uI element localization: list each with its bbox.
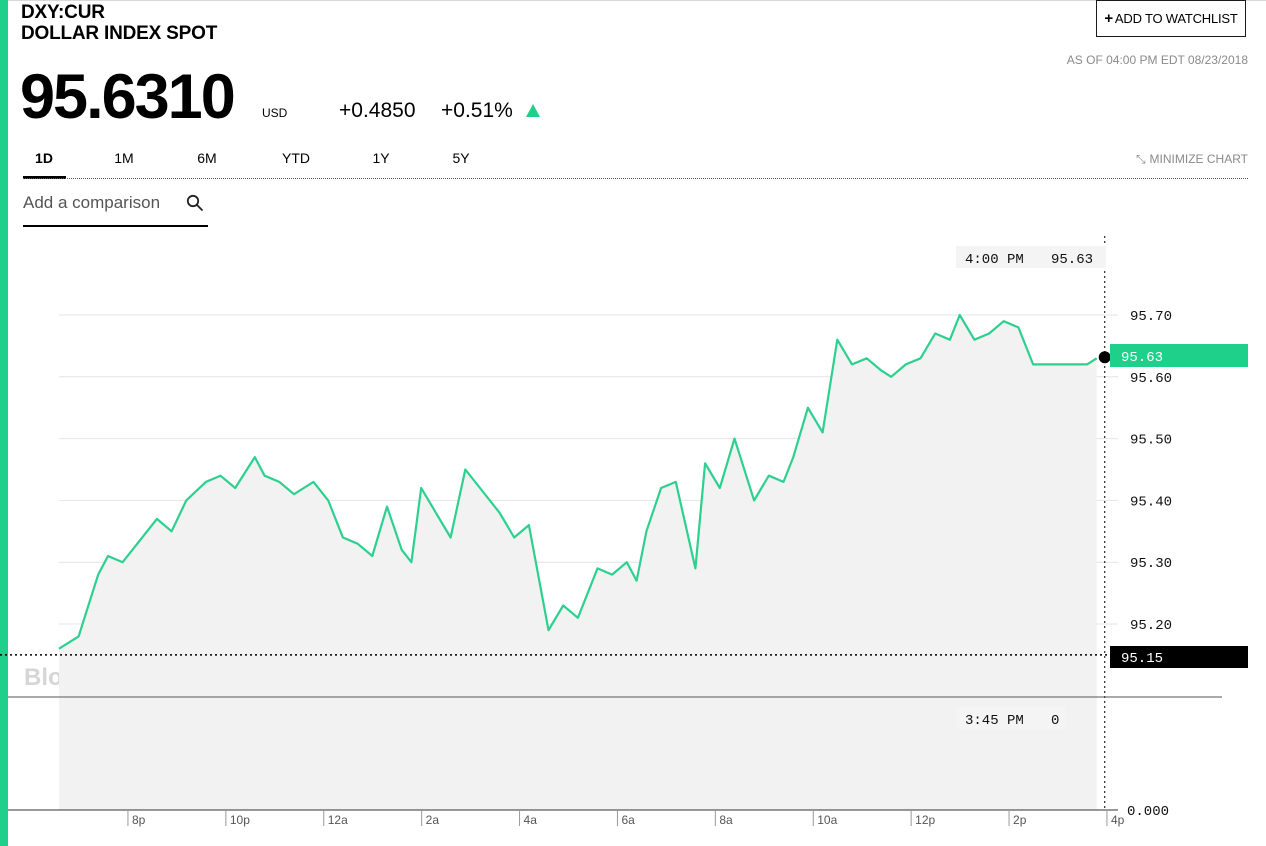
volume-axis-label: 0.000 (1127, 804, 1169, 820)
y-axis-labels: 95.70 95.60 95.50 95.40 95.30 95.20 (1130, 309, 1172, 634)
up-triangle-icon (526, 104, 540, 117)
y-tick-label: 95.20 (1130, 618, 1172, 634)
reference-price-label: 95.15 (1110, 646, 1248, 668)
tooltip-value: 95.63 (1051, 252, 1093, 268)
y-tick-label: 95.70 (1130, 309, 1172, 325)
tab-1d[interactable]: 1D (35, 150, 53, 166)
x-tick-label: 10a (817, 813, 837, 827)
tab-6m[interactable]: 6M (197, 150, 217, 166)
watchlist-label: ADD TO WATCHLIST (1114, 11, 1238, 26)
volume-tooltip: 3:45 PM 0 (956, 707, 1066, 729)
price-area-fill (59, 315, 1097, 810)
x-tick-label: 6a (621, 813, 635, 827)
x-tick-label: 4a (524, 813, 538, 827)
last-point-marker (1098, 351, 1111, 364)
add-to-watchlist-button[interactable]: + ADD TO WATCHLIST (1096, 0, 1246, 37)
as-of-timestamp: AS OF 04:00 PM EDT 08/23/2018 (1066, 53, 1248, 67)
y-tick-label: 95.40 (1130, 494, 1172, 510)
price-change-percent: +0.51% (441, 99, 513, 122)
active-tab-indicator (23, 176, 66, 179)
security-name: DOLLAR INDEX SPOT (21, 23, 218, 44)
x-tick-label: 2p (1013, 813, 1027, 827)
hover-tooltip: 4:00 PM 95.63 (956, 246, 1106, 268)
tab-5y[interactable]: 5Y (452, 150, 470, 166)
search-icon[interactable] (186, 194, 204, 212)
comparison-box (23, 185, 208, 227)
minimize-chart-button[interactable]: ⤡ MINIMIZE CHART (1136, 152, 1248, 167)
y-tick-label: 95.60 (1130, 371, 1172, 387)
tabs-divider (23, 178, 1248, 179)
comparison-input[interactable] (23, 191, 173, 215)
last-price: 95.6310 (20, 62, 236, 132)
minimize-label: MINIMIZE CHART (1149, 152, 1248, 166)
price-chart[interactable]: BloombergMarkets 95.7095.6095.5095.4095.… (0, 228, 1266, 846)
tab-1m[interactable]: 1M (114, 150, 134, 166)
current-price-value: 95.63 (1121, 350, 1163, 366)
ticker-symbol: DXY:CUR (21, 2, 105, 23)
reference-price-value: 95.15 (1121, 651, 1163, 667)
plus-icon: + (1104, 10, 1113, 27)
tab-ytd[interactable]: YTD (282, 150, 310, 166)
x-tick-label: 12p (915, 813, 935, 827)
top-rule (8, 0, 1266, 1)
tooltip-time: 4:00 PM (965, 252, 1024, 268)
x-tick-label: 12a (328, 813, 348, 827)
accent-bar (0, 0, 8, 846)
currency-label: USD (262, 106, 288, 120)
volume-tooltip-time: 3:45 PM (965, 713, 1024, 729)
tab-1y[interactable]: 1Y (372, 150, 390, 166)
minimize-arrows-icon: ⤡ (1135, 152, 1146, 166)
y-tick-label: 95.30 (1130, 556, 1172, 572)
current-price-label: 95.63 (1110, 344, 1248, 367)
volume-tooltip-value: 0 (1051, 713, 1059, 729)
price-line (58, 313, 1098, 650)
x-tick-label: 4p (1111, 813, 1125, 827)
y-tick-label: 95.50 (1130, 433, 1172, 449)
x-tick-label: 10p (230, 813, 250, 827)
x-tick-label: 2a (426, 813, 440, 827)
price-change: +0.4850 (339, 99, 416, 122)
x-axis-labels: 8p 10p 12a 2a 4a 6a 8a 10a 12p 2p 4p (127, 810, 1125, 827)
x-tick-label: 8a (719, 813, 733, 827)
x-tick-label: 8p (132, 813, 146, 827)
